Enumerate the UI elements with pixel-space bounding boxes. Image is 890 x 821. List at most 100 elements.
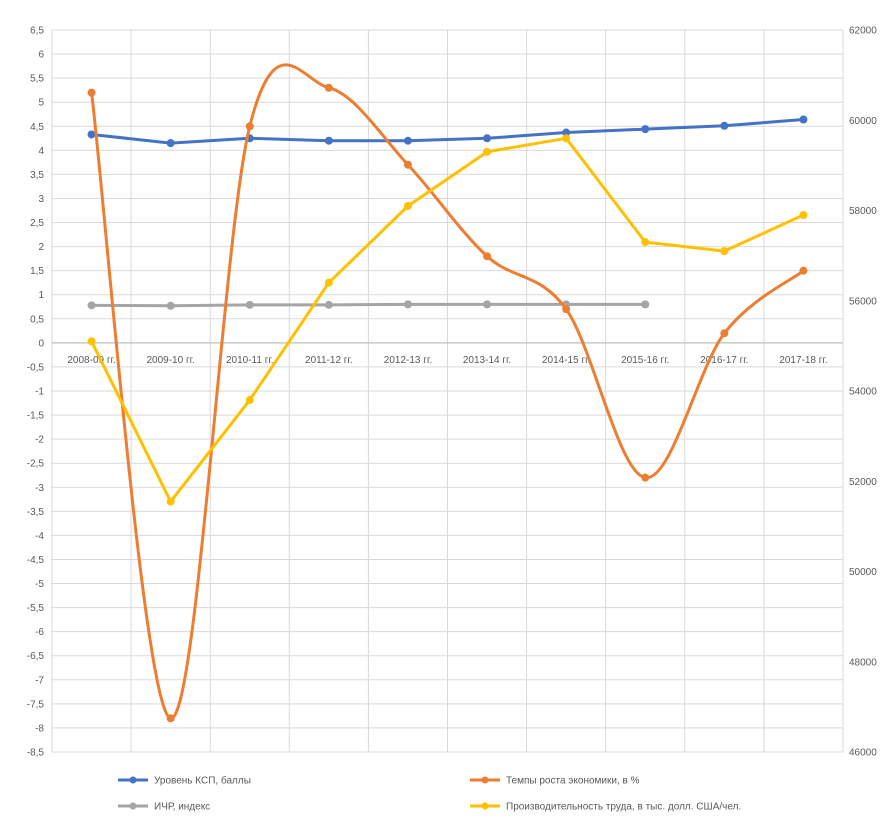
data-point — [562, 305, 571, 314]
data-point — [324, 278, 333, 287]
series-line — [90, 136, 805, 504]
left-tick-label: -1,5 — [27, 411, 45, 422]
data-point — [324, 83, 333, 92]
data-point — [641, 125, 650, 134]
data-point — [324, 300, 333, 309]
left-tick-label: -4,5 — [27, 555, 45, 566]
left-tick-label: 4 — [38, 146, 44, 157]
left-tick-label: -3 — [35, 483, 44, 494]
data-point — [483, 147, 492, 156]
left-tick-label: -2 — [35, 435, 44, 446]
data-point — [87, 301, 96, 310]
series-0 — [87, 115, 808, 148]
left-tick-label: -4 — [35, 531, 44, 542]
x-tick-label: 2017-18 гг. — [779, 355, 827, 366]
left-tick-label: -8,5 — [27, 748, 45, 759]
left-tick-label: 6,5 — [30, 26, 44, 37]
data-point — [166, 301, 175, 310]
left-tick-label: -2,5 — [27, 459, 45, 470]
left-tick-label: 5 — [38, 98, 44, 109]
data-point — [245, 122, 254, 131]
left-tick-label: 2,5 — [30, 218, 44, 229]
data-point — [87, 130, 96, 139]
legend-entry: Уровень КСП, баллы — [118, 775, 251, 787]
left-tick-label: 3,5 — [30, 170, 44, 181]
data-point — [166, 714, 175, 723]
x-tick-label: 2015-16 гг. — [621, 355, 669, 366]
data-point — [799, 211, 808, 220]
data-point — [483, 300, 492, 309]
legend-label: Производительность труда, в тыс. долл. С… — [506, 802, 741, 813]
legend-label: Темпы роста экономики, в % — [506, 776, 640, 787]
left-tick-label: 2 — [38, 242, 44, 253]
x-tick-label: 2011-12 гг. — [305, 355, 353, 366]
left-tick-label: 3 — [38, 194, 44, 205]
x-tick-label: 2009-10 гг. — [146, 355, 194, 366]
data-point — [641, 238, 650, 247]
series-line — [90, 118, 805, 145]
left-tick-label: 1,5 — [30, 266, 44, 277]
left-tick-label: -7 — [35, 675, 44, 686]
left-tick-label: -3,5 — [27, 507, 45, 518]
left-tick-label: 6 — [38, 50, 44, 61]
x-axis: 2008-09 гг. 2009-10 гг. 2010-11 гг. 2011-12… — [52, 342, 843, 366]
data-point — [483, 134, 492, 143]
left-tick-label: -1 — [35, 387, 44, 398]
left-tick-label: -6,5 — [27, 651, 45, 662]
right-tick-label: 46000 — [849, 748, 877, 759]
left-tick-label: -5 — [35, 579, 44, 590]
data-point — [87, 337, 96, 346]
left-tick-label: -7,5 — [27, 699, 45, 710]
left-tick-label: -6 — [35, 627, 44, 638]
right-axis-tick-labels: 62000 60000 58000 56000 54000 52000 50000 48000… — [849, 26, 877, 759]
x-tick-label: 2010-11 гг. — [226, 355, 274, 366]
left-tick-label: -5,5 — [27, 603, 45, 614]
x-tick-label: 2008-09 гг. — [67, 355, 115, 366]
data-point — [562, 134, 571, 143]
legend-label: ИЧР, индекс — [154, 802, 210, 813]
data-point — [403, 201, 412, 210]
left-tick-label: 4,5 — [30, 122, 44, 133]
x-tick-label: 2013-14 гг. — [463, 355, 511, 366]
data-point — [245, 300, 254, 309]
data-point — [87, 88, 96, 97]
data-point — [166, 497, 175, 506]
series-line — [90, 302, 647, 308]
legend: Уровень КСП, баллы Темпы роста экономики,… — [118, 775, 741, 813]
data-point — [403, 136, 412, 145]
gridlines — [51, 29, 844, 753]
data-point — [641, 300, 650, 309]
right-tick-label: 58000 — [849, 206, 877, 217]
series-lines — [87, 63, 808, 723]
left-axis-tick-labels: 6,5 6 5,5 5 4,5 4 3,5 3 2,5 2 1,5 1 0,5 0 -0,5 -1 -1,5 -2… — [27, 26, 45, 759]
right-tick-label: 62000 — [849, 26, 877, 37]
x-tick-label: 2012-13 гг. — [384, 355, 432, 366]
right-tick-label: 54000 — [849, 387, 877, 398]
left-tick-label: 1 — [38, 290, 44, 301]
data-point — [720, 329, 729, 338]
legend-entry: ИЧР, индекс — [118, 802, 210, 813]
right-tick-label: 56000 — [849, 296, 877, 307]
right-tick-label: 60000 — [849, 116, 877, 127]
data-point — [245, 396, 254, 405]
legend-entry: Темпы роста экономики, в % — [470, 776, 640, 787]
series-1 — [87, 63, 808, 723]
data-point — [403, 300, 412, 309]
legend-swatch-marker — [129, 776, 137, 784]
legend-entry: Производительность труда, в тыс. долл. С… — [470, 802, 741, 813]
legend-swatch-marker — [481, 802, 489, 810]
left-tick-label: -0,5 — [27, 362, 45, 373]
right-tick-label: 52000 — [849, 477, 877, 488]
data-point — [720, 121, 729, 130]
data-point — [403, 160, 412, 169]
data-point — [641, 473, 650, 482]
x-tick-label: 2016-17 гг. — [700, 355, 748, 366]
legend-swatch-marker — [129, 802, 137, 810]
right-tick-label: 48000 — [849, 657, 877, 668]
left-tick-label: 5,5 — [30, 74, 44, 85]
x-tick-label: 2014-15 гг. — [542, 355, 590, 366]
data-point — [483, 252, 492, 261]
